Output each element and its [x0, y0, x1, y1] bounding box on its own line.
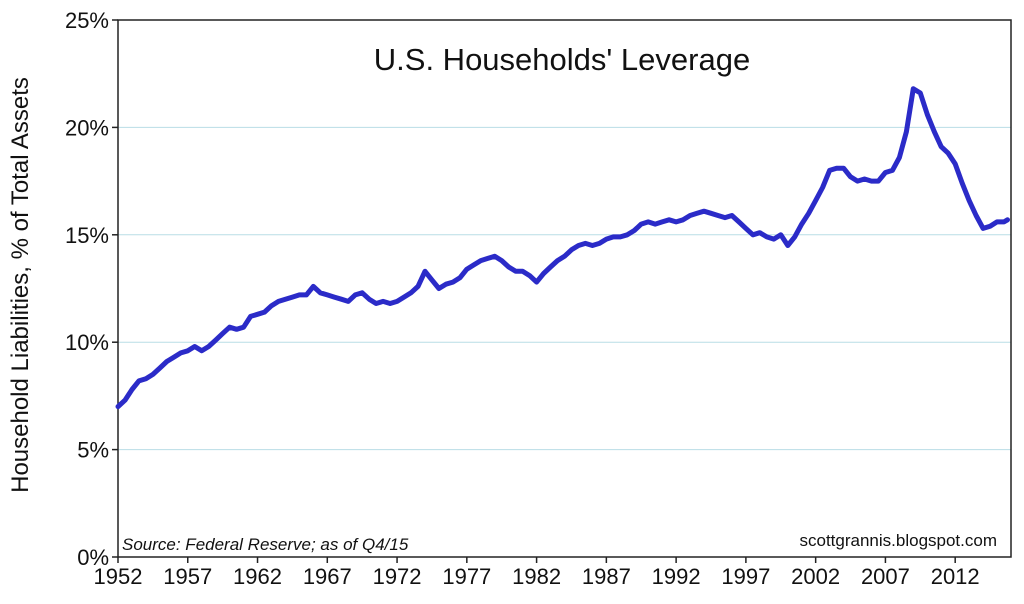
- y-axis-label: Household Liabilities, % of Total Assets: [7, 77, 34, 493]
- y-tick-label: 10%: [65, 330, 109, 355]
- gridlines: [118, 126, 1011, 451]
- y-tick-label: 15%: [65, 223, 109, 248]
- y-tick-label: 0%: [77, 545, 109, 570]
- series-line: [115, 86, 1010, 410]
- x-tick-label: 1962: [233, 564, 282, 589]
- y-tick-label: 25%: [65, 8, 109, 33]
- x-axis-ticks: 1952 1957 1962 1967 1972 1977 1982 1987 1992 1997…: [94, 557, 980, 589]
- x-tick-label: 2007: [861, 564, 910, 589]
- y-axis-ticks: 0% 5% 10% 15% 20% 25%: [65, 8, 118, 570]
- x-tick-label: 1987: [582, 564, 631, 589]
- x-tick-label: 1972: [373, 564, 422, 589]
- x-tick-label: 1997: [721, 564, 770, 589]
- x-tick-label: 1957: [163, 564, 212, 589]
- x-tick-label: 1982: [512, 564, 561, 589]
- x-tick-label: 2012: [931, 564, 980, 589]
- x-tick-label: 1952: [94, 564, 143, 589]
- x-tick-label: 2002: [791, 564, 840, 589]
- x-tick-label: 1992: [652, 564, 701, 589]
- chart-title: U.S. Households' Leverage: [374, 42, 750, 77]
- x-tick-label: 1977: [442, 564, 491, 589]
- source-note: Source: Federal Reserve; as of Q4/15: [122, 535, 409, 554]
- credit-text: scottgrannis.blogspot.com: [800, 531, 998, 550]
- plot-frame: [117, 19, 1012, 558]
- x-tick-label: 1967: [303, 564, 352, 589]
- y-tick-label: 20%: [65, 115, 109, 140]
- y-tick-label: 5%: [77, 438, 109, 463]
